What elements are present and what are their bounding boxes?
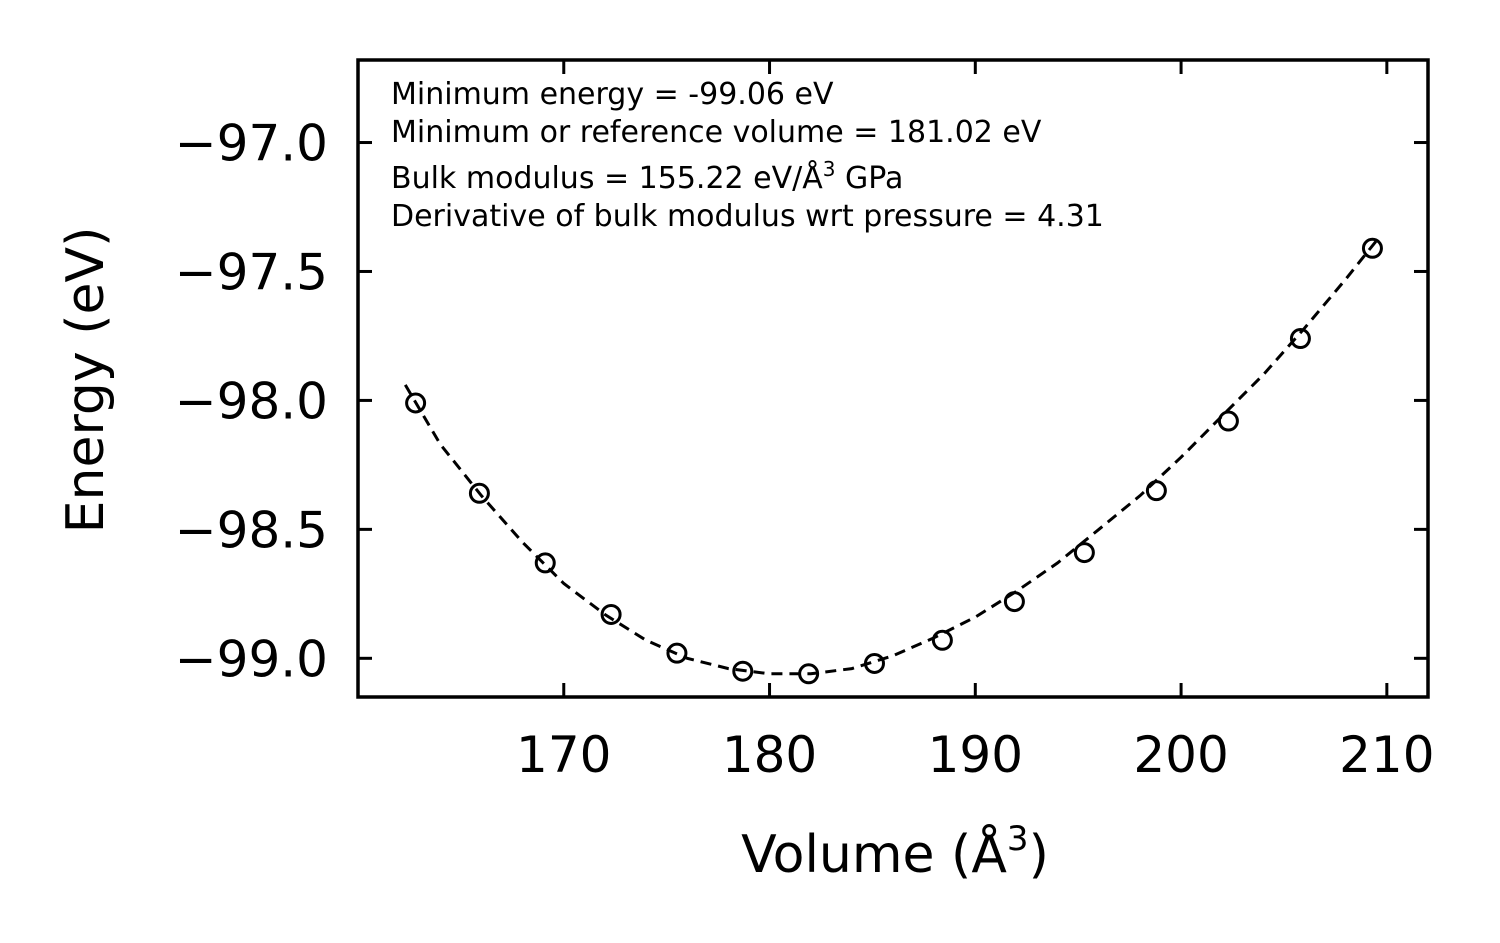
data-point xyxy=(1289,328,1311,350)
y-tick-label: −97.5 xyxy=(175,243,328,301)
data-point xyxy=(600,603,622,625)
y-tick-label: −98.0 xyxy=(175,372,328,430)
y-tick-label: −97.0 xyxy=(175,115,328,173)
data-point xyxy=(1145,480,1167,502)
y-tick-label: −98.5 xyxy=(175,501,328,559)
data-points xyxy=(405,237,1383,685)
annotation-min-volume: Minimum or reference volume = 181.02 eV xyxy=(391,115,1042,150)
x-axis-title-end: ) xyxy=(1029,825,1049,885)
data-point xyxy=(405,392,427,414)
x-tick-label: 210 xyxy=(1339,726,1434,784)
data-point xyxy=(1073,542,1095,564)
data-point xyxy=(931,629,953,651)
x-tick-label: 200 xyxy=(1133,726,1228,784)
x-axis-title-text: Volume (Å xyxy=(741,823,1007,885)
data-point xyxy=(732,660,754,682)
data-point xyxy=(863,652,885,674)
bulk-modulus-text: Bulk modulus = 155.22 eV/Å xyxy=(391,160,823,196)
y-tick-labels: −97.0 −97.5 −98.0 −98.5 −99.0 xyxy=(175,115,328,689)
data-point xyxy=(1003,591,1025,613)
data-point xyxy=(534,552,556,574)
x-tick-label: 170 xyxy=(516,726,611,784)
fit-curve xyxy=(404,239,1378,676)
data-point xyxy=(468,482,490,504)
annotation-bulk-modulus: Bulk modulus = 155.22 eV/Å3 GPa xyxy=(391,157,903,196)
bulk-modulus-superscript: 3 xyxy=(823,157,836,181)
axis-ticks xyxy=(358,60,1428,697)
x-axis-title: Volume (Å3) xyxy=(741,819,1049,885)
annotation-min-energy: Minimum energy = -99.06 eV xyxy=(391,77,834,112)
x-tick-label: 180 xyxy=(722,726,817,784)
y-axis-title: Energy (eV) xyxy=(56,227,116,534)
data-point xyxy=(1217,410,1239,432)
x-tick-labels: 170 180 190 200 210 xyxy=(516,726,1435,784)
annotation-derivative: Derivative of bulk modulus wrt pressure … xyxy=(391,199,1104,234)
x-tick-label: 190 xyxy=(928,726,1023,784)
data-point xyxy=(1361,237,1383,259)
plot-area xyxy=(358,60,1428,697)
data-point xyxy=(666,642,688,664)
plot-frame xyxy=(356,58,1430,699)
data-point xyxy=(798,663,820,685)
x-axis-title-superscript: 3 xyxy=(1007,819,1029,859)
bulk-modulus-unit: GPa xyxy=(836,161,904,196)
y-tick-label: −99.0 xyxy=(175,630,328,688)
